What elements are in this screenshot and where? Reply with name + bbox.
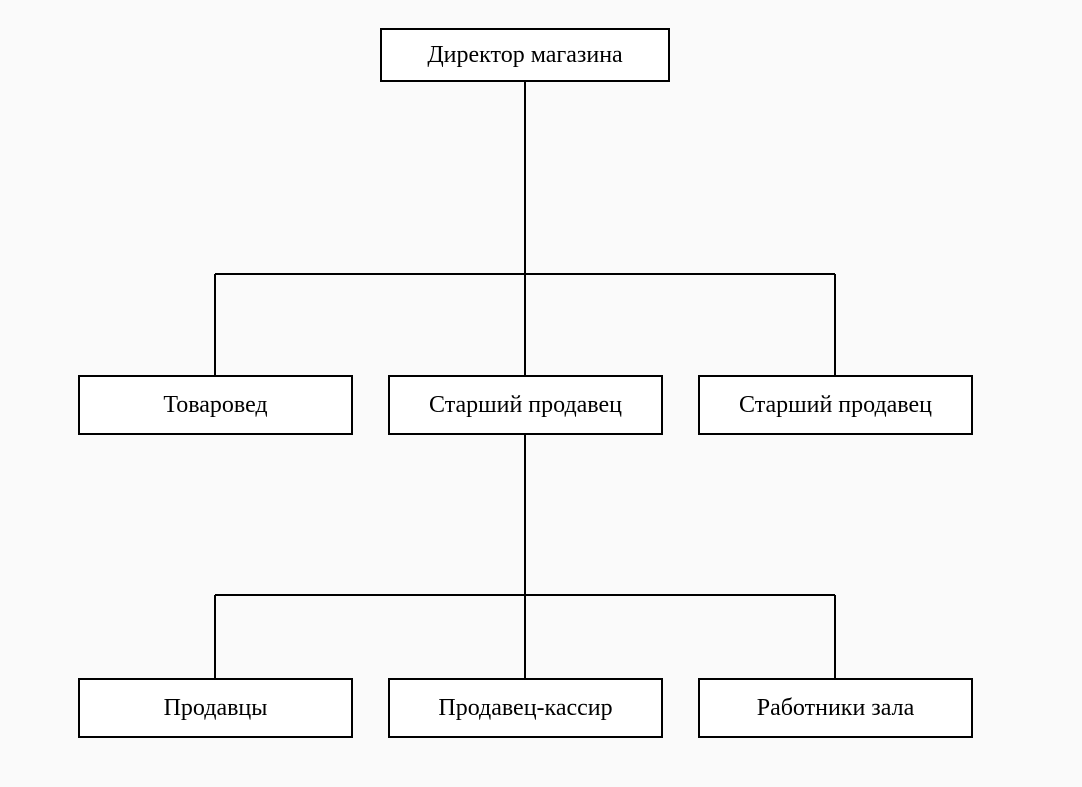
node-label: Старший продавец (739, 392, 932, 419)
node-label: Работники зала (757, 695, 915, 722)
node-senior-seller-1: Старший продавец (388, 375, 663, 435)
node-label: Директор магазина (427, 42, 622, 69)
node-director: Директор магазина (380, 28, 670, 82)
node-hall-workers: Работники зала (698, 678, 973, 738)
node-sellers: Продавцы (78, 678, 353, 738)
node-senior-seller-2: Старший продавец (698, 375, 973, 435)
node-label: Продавец-кассир (438, 695, 612, 722)
node-label: Продавцы (164, 695, 268, 722)
node-cashier: Продавец-кассир (388, 678, 663, 738)
node-merchandiser: Товаровед (78, 375, 353, 435)
node-label: Старший продавец (429, 392, 622, 419)
node-label: Товаровед (163, 392, 267, 419)
